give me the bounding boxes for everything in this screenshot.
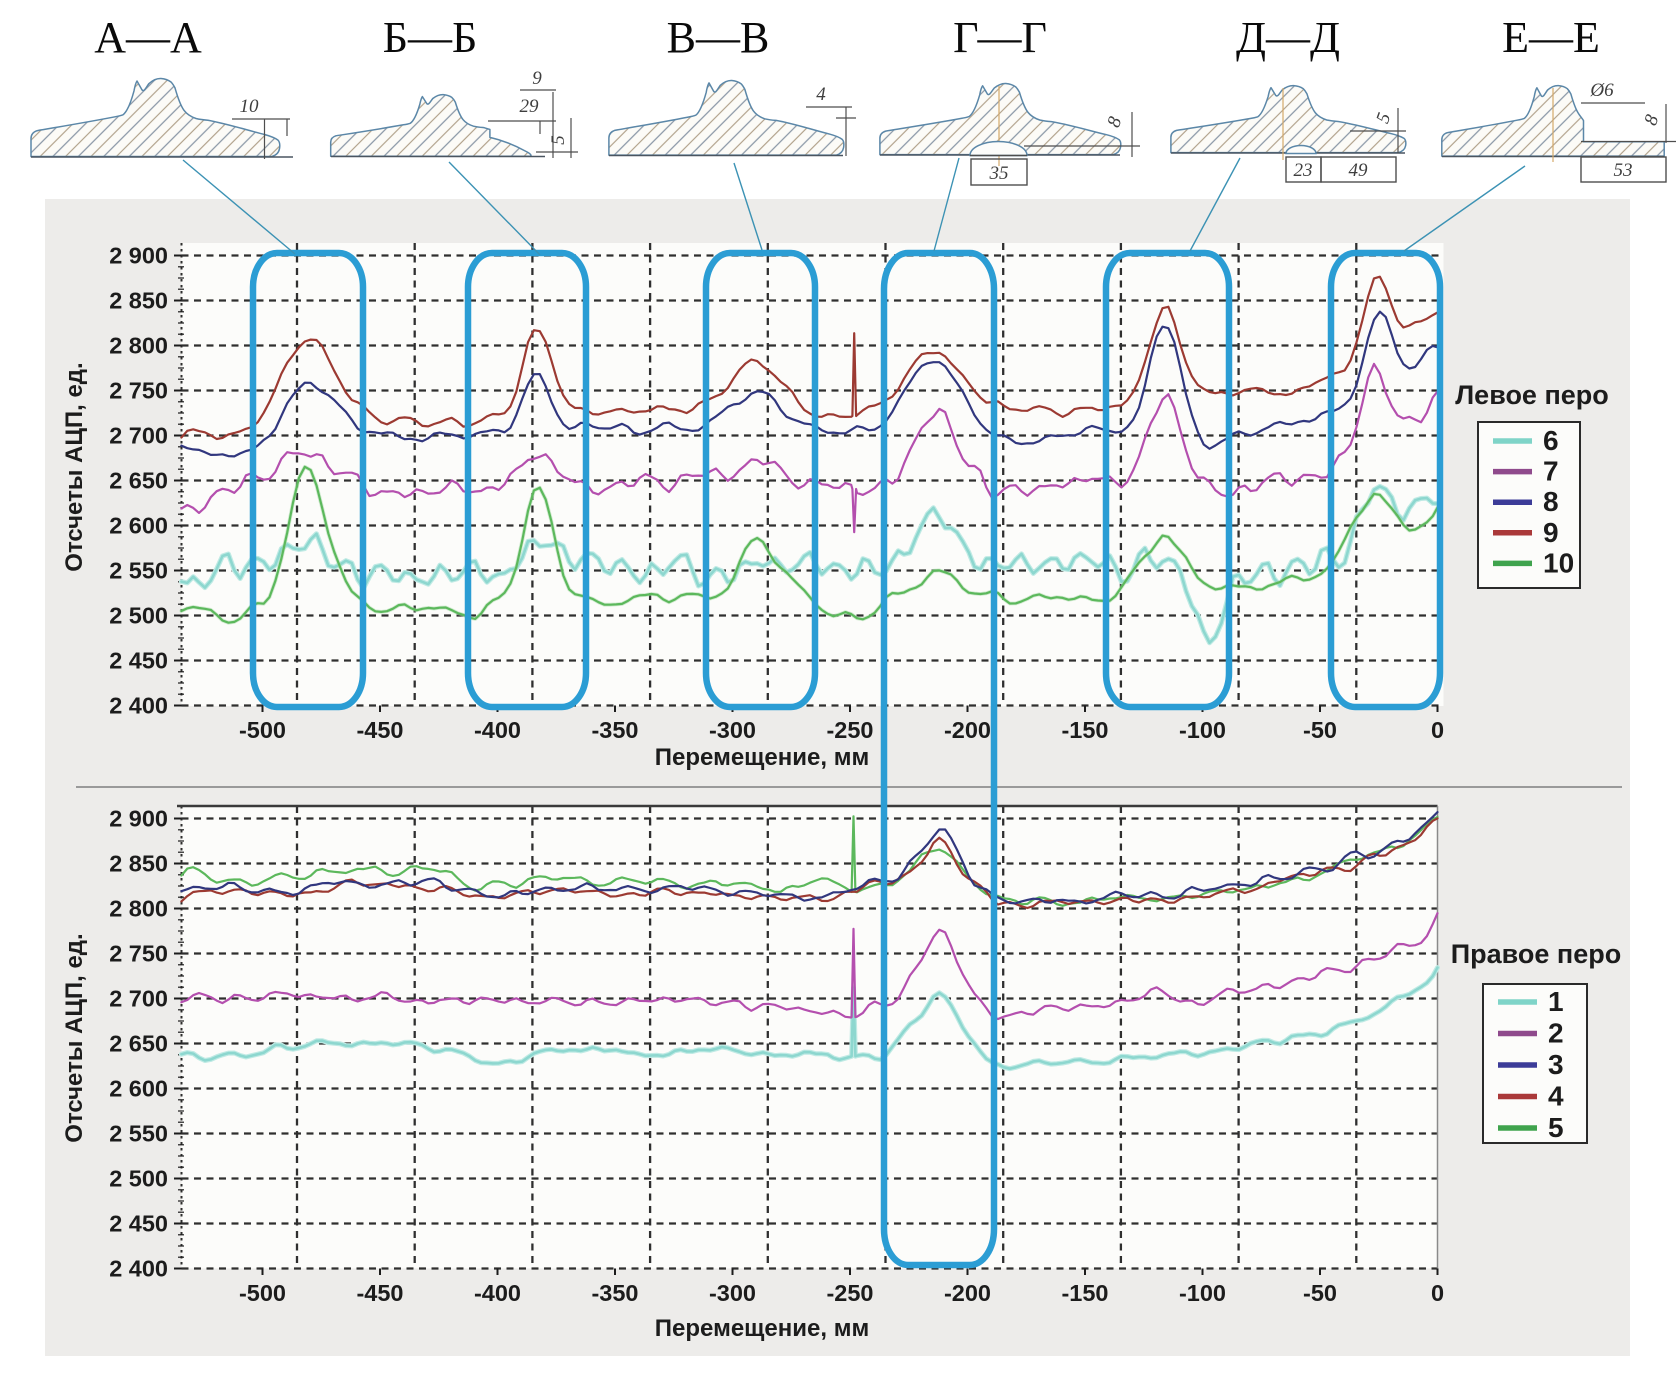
svg-text:2 550: 2 550 bbox=[109, 1121, 168, 1147]
svg-text:Д—Д: Д—Д bbox=[1236, 13, 1340, 62]
svg-text:Е—Е: Е—Е bbox=[1502, 13, 1600, 62]
svg-text:-250: -250 bbox=[826, 717, 873, 743]
svg-text:5: 5 bbox=[548, 135, 569, 145]
svg-text:9: 9 bbox=[1543, 517, 1559, 548]
svg-text:49: 49 bbox=[1349, 160, 1369, 181]
svg-text:2 700: 2 700 bbox=[109, 423, 168, 449]
svg-text:Отсчеты АЦП, ед.: Отсчеты АЦП, ед. bbox=[61, 933, 88, 1142]
svg-text:2 850: 2 850 bbox=[109, 851, 168, 877]
svg-text:6: 6 bbox=[1543, 425, 1559, 456]
svg-text:-250: -250 bbox=[826, 1280, 873, 1306]
svg-text:2 450: 2 450 bbox=[109, 648, 168, 674]
svg-text:-450: -450 bbox=[356, 1280, 403, 1306]
svg-text:Перемещение, мм: Перемещение, мм bbox=[655, 744, 869, 771]
svg-text:Правое перо: Правое перо bbox=[1451, 939, 1621, 969]
svg-text:9: 9 bbox=[532, 68, 542, 89]
svg-text:4: 4 bbox=[1548, 1081, 1564, 1112]
svg-text:Г—Г: Г—Г bbox=[953, 13, 1047, 62]
svg-text:4: 4 bbox=[816, 84, 826, 105]
svg-text:-200: -200 bbox=[944, 717, 991, 743]
svg-text:2 600: 2 600 bbox=[109, 513, 168, 539]
svg-text:2 450: 2 450 bbox=[109, 1211, 168, 1237]
svg-text:35: 35 bbox=[989, 163, 1009, 184]
svg-text:3: 3 bbox=[1548, 1049, 1564, 1080]
svg-text:29: 29 bbox=[520, 96, 540, 117]
svg-text:-150: -150 bbox=[1061, 717, 1108, 743]
svg-text:-300: -300 bbox=[709, 1280, 756, 1306]
svg-text:-400: -400 bbox=[474, 717, 521, 743]
svg-text:Левое перо: Левое перо bbox=[1455, 380, 1609, 410]
svg-text:8: 8 bbox=[1543, 486, 1559, 517]
svg-text:-500: -500 bbox=[239, 717, 286, 743]
svg-text:1: 1 bbox=[1548, 986, 1564, 1017]
svg-text:-100: -100 bbox=[1179, 717, 1226, 743]
svg-text:2 850: 2 850 bbox=[109, 288, 168, 314]
svg-text:-300: -300 bbox=[709, 717, 756, 743]
svg-text:2 550: 2 550 bbox=[109, 558, 168, 584]
svg-text:23: 23 bbox=[1294, 160, 1313, 181]
svg-text:2 900: 2 900 bbox=[109, 243, 168, 269]
svg-text:-350: -350 bbox=[591, 717, 638, 743]
svg-text:А—А: А—А bbox=[94, 13, 202, 62]
svg-text:5: 5 bbox=[1548, 1112, 1564, 1143]
svg-text:10: 10 bbox=[1543, 547, 1574, 578]
svg-text:2 700: 2 700 bbox=[109, 986, 168, 1012]
svg-text:2 800: 2 800 bbox=[109, 896, 168, 922]
svg-text:-500: -500 bbox=[239, 1280, 286, 1306]
svg-text:2 600: 2 600 bbox=[109, 1076, 168, 1102]
svg-text:2 900: 2 900 bbox=[109, 806, 168, 832]
svg-text:Отсчеты АЦП, ед.: Отсчеты АЦП, ед. bbox=[61, 362, 88, 571]
svg-text:2 400: 2 400 bbox=[109, 1256, 168, 1282]
svg-text:2 400: 2 400 bbox=[109, 693, 168, 719]
svg-text:-100: -100 bbox=[1179, 1280, 1226, 1306]
svg-text:2 650: 2 650 bbox=[109, 1031, 168, 1057]
svg-text:-450: -450 bbox=[356, 717, 403, 743]
svg-text:2 500: 2 500 bbox=[109, 1166, 168, 1192]
svg-text:7: 7 bbox=[1543, 456, 1559, 487]
svg-text:0: 0 bbox=[1431, 1280, 1444, 1306]
svg-text:Б—Б: Б—Б bbox=[383, 13, 478, 62]
svg-text:2: 2 bbox=[1548, 1018, 1564, 1049]
svg-text:2 500: 2 500 bbox=[109, 603, 168, 629]
svg-text:53: 53 bbox=[1614, 160, 1633, 181]
svg-text:-150: -150 bbox=[1061, 1280, 1108, 1306]
svg-text:-50: -50 bbox=[1303, 1280, 1337, 1306]
svg-text:В—В: В—В bbox=[667, 13, 770, 62]
svg-text:2 750: 2 750 bbox=[109, 941, 168, 967]
svg-text:2 750: 2 750 bbox=[109, 378, 168, 404]
svg-text:Перемещение, мм: Перемещение, мм bbox=[655, 1315, 869, 1342]
svg-text:2 800: 2 800 bbox=[109, 333, 168, 359]
svg-text:10: 10 bbox=[240, 96, 260, 117]
svg-text:Ø6: Ø6 bbox=[1589, 80, 1614, 101]
svg-text:-200: -200 bbox=[944, 1280, 991, 1306]
svg-text:2 650: 2 650 bbox=[109, 468, 168, 494]
svg-text:0: 0 bbox=[1431, 717, 1444, 743]
svg-text:-400: -400 bbox=[474, 1280, 521, 1306]
svg-text:-350: -350 bbox=[591, 1280, 638, 1306]
svg-text:-50: -50 bbox=[1303, 717, 1337, 743]
